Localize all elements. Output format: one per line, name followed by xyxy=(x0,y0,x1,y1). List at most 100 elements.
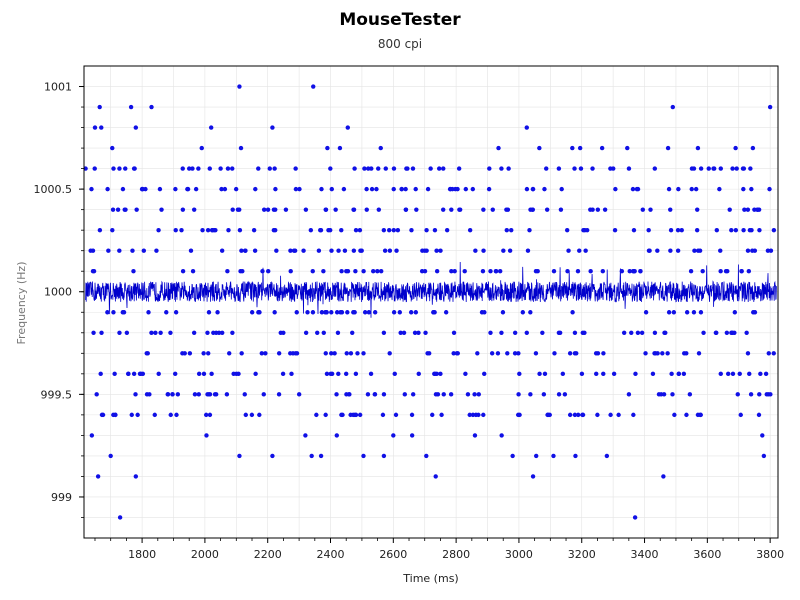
data-point xyxy=(560,371,566,377)
data-point xyxy=(512,330,518,335)
data-point xyxy=(207,166,212,171)
data-point xyxy=(695,207,700,212)
data-point xyxy=(718,166,723,171)
data-point xyxy=(188,248,194,253)
data-point xyxy=(110,227,115,233)
data-point xyxy=(737,371,742,377)
data-point xyxy=(766,392,771,397)
data-point xyxy=(352,166,357,171)
data-point xyxy=(537,145,542,151)
data-point xyxy=(661,392,667,397)
data-point xyxy=(542,371,548,377)
data-point xyxy=(336,248,341,253)
data-point xyxy=(208,125,214,130)
data-point xyxy=(190,166,195,171)
data-point xyxy=(567,412,573,418)
data-point xyxy=(387,248,393,253)
data-point xyxy=(579,371,585,377)
data-point xyxy=(186,166,192,171)
data-point xyxy=(434,269,440,274)
data-point xyxy=(329,310,334,315)
data-point xyxy=(134,207,139,212)
data-point xyxy=(463,186,469,192)
data-point xyxy=(334,433,339,438)
data-point xyxy=(387,227,392,233)
data-point xyxy=(133,125,139,130)
data-point xyxy=(718,371,723,377)
data-point xyxy=(372,392,378,397)
data-point xyxy=(159,207,164,212)
data-point xyxy=(480,269,486,274)
data-point xyxy=(713,330,719,335)
data-point xyxy=(666,186,672,192)
data-point xyxy=(499,330,504,335)
data-point xyxy=(201,351,206,356)
data-point xyxy=(410,392,416,397)
data-point xyxy=(145,351,150,356)
data-point xyxy=(288,351,293,356)
data-point xyxy=(499,433,504,438)
data-point xyxy=(742,207,747,212)
data-point xyxy=(733,145,738,151)
data-point xyxy=(493,269,499,274)
data-point xyxy=(428,166,433,171)
data-point xyxy=(224,392,230,397)
data-point xyxy=(668,207,673,212)
data-point xyxy=(763,371,769,377)
data-point xyxy=(337,145,343,151)
data-point xyxy=(156,371,161,377)
data-point xyxy=(752,248,758,253)
data-point xyxy=(528,310,533,315)
data-point xyxy=(131,269,136,274)
data-point xyxy=(675,248,681,253)
data-point xyxy=(357,227,363,233)
data-point xyxy=(537,371,542,377)
x-tick-label: 3200 xyxy=(568,548,596,561)
data-point xyxy=(450,186,455,192)
data-point xyxy=(364,186,369,192)
data-point xyxy=(266,269,271,274)
data-point xyxy=(486,186,492,192)
data-point xyxy=(343,371,349,377)
data-point xyxy=(378,145,383,151)
data-point xyxy=(111,310,116,315)
data-point xyxy=(761,453,767,459)
data-point xyxy=(691,310,697,315)
data-point xyxy=(383,166,388,171)
data-point xyxy=(323,351,328,356)
data-point xyxy=(140,186,145,192)
data-point xyxy=(117,166,122,171)
data-point xyxy=(608,166,613,171)
data-point xyxy=(575,269,581,274)
data-point xyxy=(757,392,762,397)
data-point xyxy=(433,474,438,479)
data-point xyxy=(196,392,201,397)
data-point xyxy=(123,207,128,212)
data-point xyxy=(318,227,324,233)
data-point xyxy=(193,186,199,192)
data-point xyxy=(755,207,760,212)
data-point xyxy=(653,351,658,356)
data-point xyxy=(408,310,414,315)
data-point xyxy=(765,248,771,253)
data-point xyxy=(218,166,223,171)
data-point xyxy=(314,412,319,418)
data-point xyxy=(600,269,606,274)
data-point xyxy=(106,248,111,253)
data-point xyxy=(734,166,739,171)
data-point xyxy=(718,269,723,274)
data-point xyxy=(487,166,492,171)
data-point xyxy=(237,453,242,459)
data-point xyxy=(369,166,374,171)
data-point xyxy=(403,207,409,212)
data-point xyxy=(267,166,272,171)
data-point xyxy=(588,269,593,274)
data-point xyxy=(604,453,610,459)
x-axis-title: Time (ms) xyxy=(402,572,458,585)
data-point xyxy=(362,166,367,171)
data-point xyxy=(496,145,501,151)
data-point xyxy=(632,515,638,520)
data-point xyxy=(345,125,350,130)
data-point xyxy=(257,310,262,315)
data-point xyxy=(353,371,359,377)
